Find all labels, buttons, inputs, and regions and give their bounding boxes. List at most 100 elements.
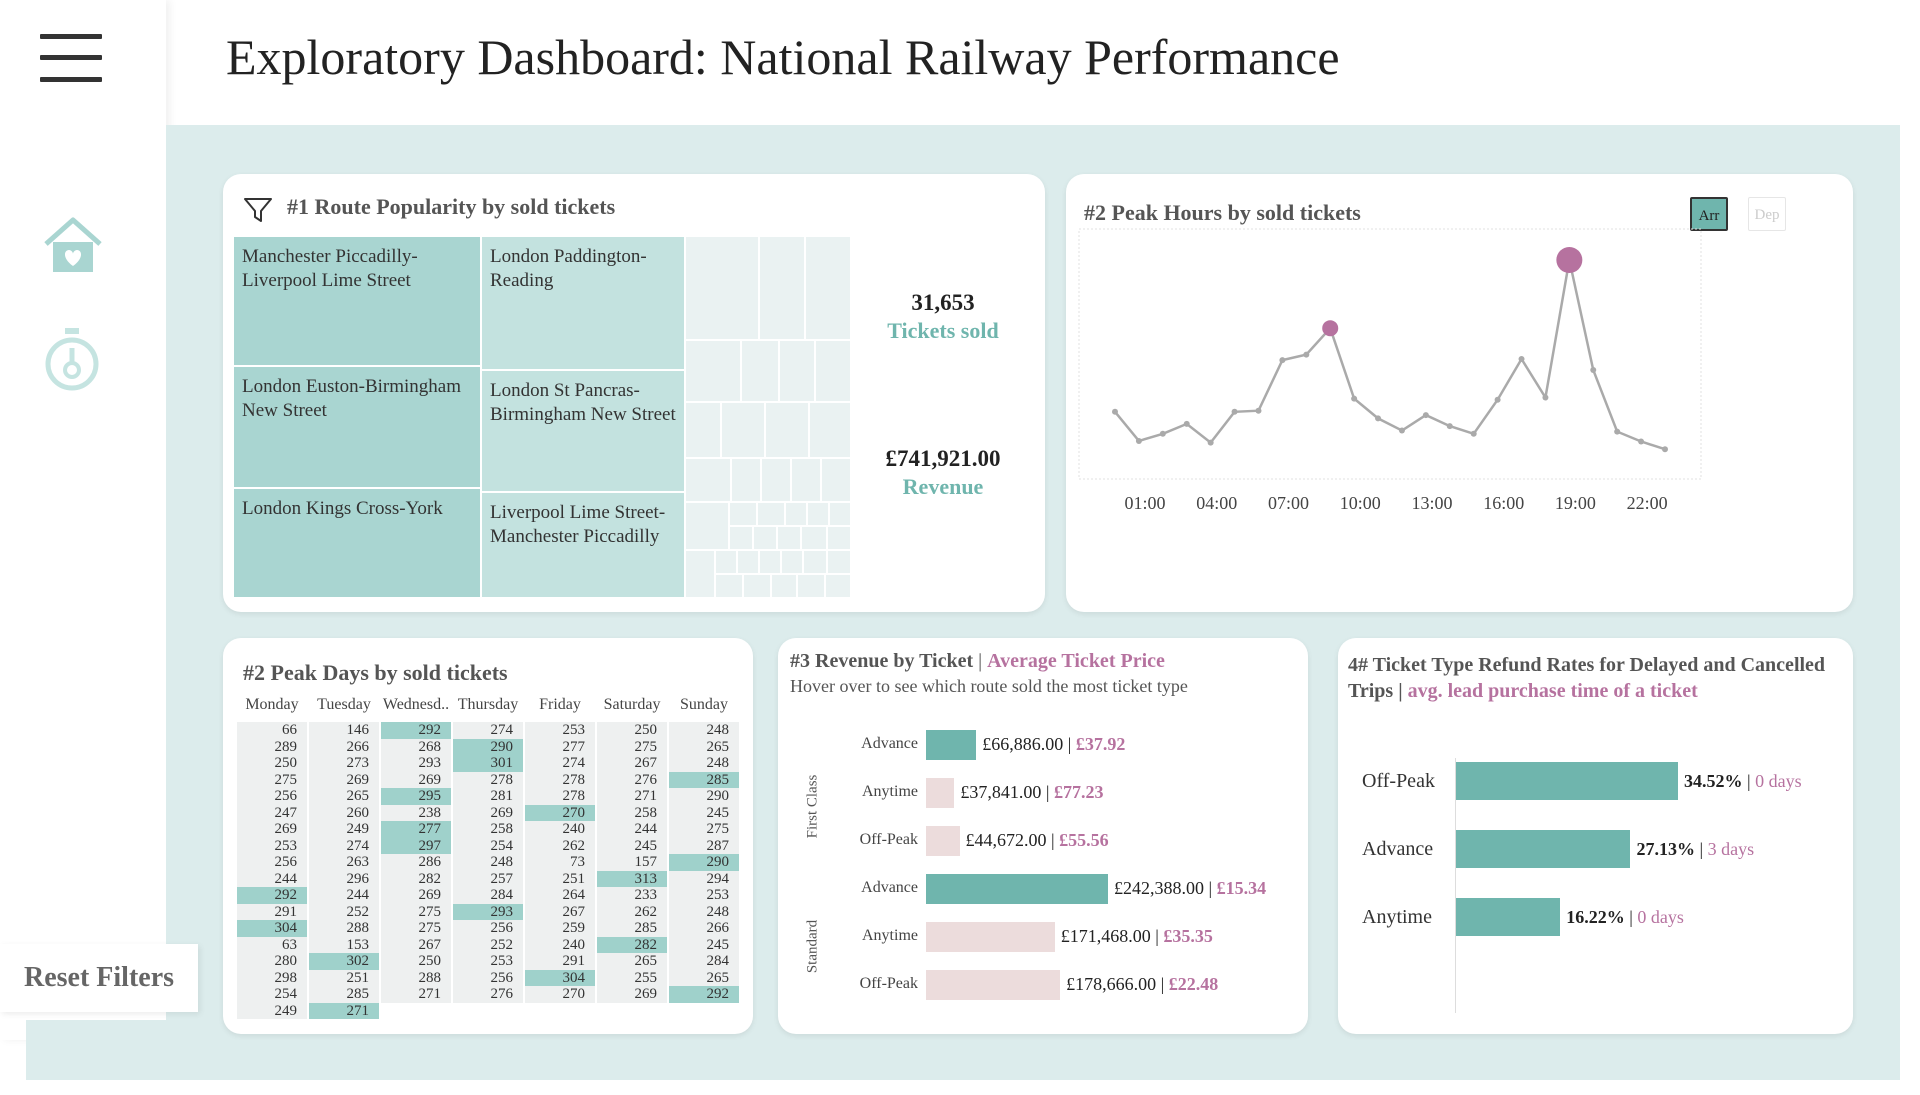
- treemap-cell[interactable]: London Kings Cross-York: [233, 488, 481, 598]
- day-cell[interactable]: 288: [346, 920, 370, 936]
- day-cell[interactable]: 292: [669, 986, 739, 1003]
- menu-icon[interactable]: [40, 34, 102, 82]
- day-cell[interactable]: 274: [490, 722, 514, 738]
- day-cell[interactable]: 274: [346, 837, 370, 854]
- day-cell[interactable]: 244: [274, 870, 298, 887]
- day-cell[interactable]: 253: [562, 722, 586, 738]
- day-cell[interactable]: 284: [490, 887, 514, 903]
- data-point[interactable]: [1662, 446, 1668, 453]
- treemap-cell-small[interactable]: [685, 550, 715, 598]
- day-cell[interactable]: 271: [309, 1002, 379, 1019]
- treemap-cell-small[interactable]: [815, 340, 851, 402]
- treemap-cell-small[interactable]: [809, 402, 851, 458]
- day-cell[interactable]: 287: [706, 837, 730, 854]
- treemap-cell-small[interactable]: [743, 574, 771, 598]
- treemap-cell-small[interactable]: [731, 458, 761, 502]
- day-cell[interactable]: 233: [634, 887, 658, 903]
- treemap-cell-small[interactable]: [781, 550, 803, 574]
- day-cell[interactable]: 269: [418, 887, 442, 903]
- day-cell[interactable]: 240: [562, 821, 586, 837]
- day-cell[interactable]: 301: [453, 755, 523, 772]
- day-cell[interactable]: 289: [274, 738, 298, 755]
- day-cell[interactable]: 248: [706, 903, 730, 920]
- data-point[interactable]: [1470, 430, 1477, 437]
- treemap-cell-small[interactable]: [741, 340, 779, 402]
- data-point[interactable]: [1207, 439, 1214, 446]
- day-cell[interactable]: 265: [706, 969, 730, 986]
- day-cell[interactable]: 281: [490, 788, 514, 804]
- data-point[interactable]: [1279, 357, 1286, 364]
- day-cell[interactable]: 249: [274, 1002, 298, 1019]
- revenue-bar[interactable]: [926, 874, 1108, 904]
- day-cell[interactable]: 271: [634, 788, 658, 804]
- day-cell[interactable]: 294: [706, 870, 730, 887]
- day-cell[interactable]: 253: [274, 837, 298, 854]
- treemap-cell-small[interactable]: [729, 526, 753, 550]
- data-point[interactable]: [1494, 396, 1501, 403]
- day-cell[interactable]: 248: [706, 755, 730, 771]
- day-cell[interactable]: 250: [634, 722, 658, 738]
- day-cell[interactable]: 245: [634, 837, 658, 854]
- data-point[interactable]: [1231, 408, 1238, 415]
- day-cell[interactable]: 271: [418, 986, 442, 1002]
- day-cell[interactable]: 262: [634, 903, 658, 920]
- day-cell[interactable]: 259: [562, 920, 586, 936]
- treemap-cell-small[interactable]: [825, 574, 851, 598]
- day-cell[interactable]: 292: [381, 722, 451, 739]
- day-cell[interactable]: 248: [490, 854, 514, 870]
- day-cell[interactable]: 293: [418, 755, 442, 771]
- day-cell[interactable]: 267: [634, 755, 658, 771]
- day-cell[interactable]: 269: [634, 986, 658, 1002]
- day-cell[interactable]: 157: [634, 854, 658, 870]
- treemap-cell-small[interactable]: [757, 502, 785, 526]
- day-cell[interactable]: 276: [634, 771, 658, 788]
- data-point[interactable]: [1183, 420, 1190, 427]
- day-cell[interactable]: 270: [562, 986, 586, 1002]
- day-cell[interactable]: 275: [418, 903, 442, 920]
- day-cell[interactable]: 269: [274, 821, 298, 837]
- day-cell[interactable]: 266: [346, 738, 370, 755]
- treemap-cell-small[interactable]: [803, 550, 827, 574]
- data-point[interactable]: [1518, 356, 1525, 362]
- data-point[interactable]: [1638, 438, 1645, 445]
- day-cell[interactable]: 240: [562, 936, 586, 953]
- revenue-bar[interactable]: [926, 970, 1061, 1000]
- day-cell[interactable]: 291: [562, 953, 586, 969]
- data-point[interactable]: [1375, 415, 1382, 422]
- arrival-toggle[interactable]: Arr: [1690, 197, 1728, 231]
- treemap-cell[interactable]: London St Pancras-Birmingham New Street: [481, 370, 685, 492]
- day-cell[interactable]: 153: [346, 936, 370, 953]
- treemap-cell-small[interactable]: [821, 458, 851, 502]
- data-point[interactable]: [1351, 395, 1358, 402]
- data-point[interactable]: [1446, 423, 1453, 430]
- day-cell[interactable]: 245: [706, 936, 730, 953]
- day-cell[interactable]: 247: [274, 804, 298, 821]
- reset-filters-button[interactable]: Reset Filters: [0, 944, 198, 1012]
- day-cell[interactable]: 290: [669, 854, 739, 871]
- day-cell[interactable]: 238: [418, 804, 442, 821]
- day-cell[interactable]: 249: [346, 821, 370, 837]
- day-cell[interactable]: 269: [418, 771, 442, 788]
- day-cell[interactable]: 277: [562, 738, 586, 755]
- treemap-cell-small[interactable]: [729, 502, 757, 526]
- treemap-cell-small[interactable]: [765, 402, 809, 458]
- day-cell[interactable]: 252: [346, 903, 370, 920]
- data-point[interactable]: [1422, 412, 1429, 419]
- treemap-cell-small[interactable]: [779, 340, 815, 402]
- day-cell[interactable]: 278: [490, 771, 514, 788]
- treemap-cell-small[interactable]: [715, 574, 743, 598]
- treemap-cell-small[interactable]: [807, 502, 829, 526]
- treemap-cell-small[interactable]: [761, 458, 791, 502]
- day-cell[interactable]: 285: [634, 920, 658, 936]
- day-cell[interactable]: 251: [562, 870, 586, 887]
- treemap-cell-small[interactable]: [785, 502, 807, 526]
- day-cell[interactable]: 268: [418, 738, 442, 755]
- day-cell[interactable]: 275: [706, 821, 730, 837]
- day-cell[interactable]: 257: [490, 870, 514, 887]
- day-cell[interactable]: 270: [525, 804, 595, 821]
- day-cell[interactable]: 275: [634, 738, 658, 755]
- day-cell[interactable]: 262: [562, 837, 586, 854]
- day-cell[interactable]: 254: [490, 837, 514, 854]
- timer-icon[interactable]: [44, 326, 100, 392]
- day-cell[interactable]: 282: [597, 936, 667, 953]
